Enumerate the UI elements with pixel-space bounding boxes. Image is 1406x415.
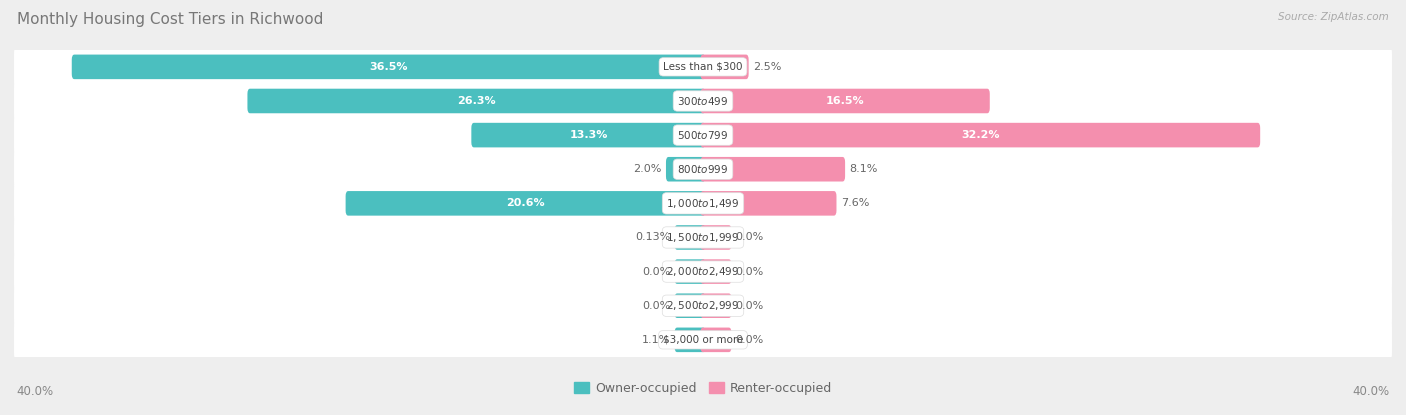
- FancyBboxPatch shape: [700, 327, 731, 352]
- FancyBboxPatch shape: [700, 259, 731, 284]
- Text: 8.1%: 8.1%: [849, 164, 877, 174]
- Text: 0.13%: 0.13%: [636, 232, 671, 242]
- Text: 40.0%: 40.0%: [17, 386, 53, 398]
- Text: 36.5%: 36.5%: [370, 62, 408, 72]
- Text: 40.0%: 40.0%: [1353, 386, 1389, 398]
- FancyBboxPatch shape: [247, 89, 706, 113]
- Text: $800 to $999: $800 to $999: [678, 163, 728, 175]
- FancyBboxPatch shape: [675, 293, 706, 318]
- FancyBboxPatch shape: [72, 55, 706, 79]
- FancyBboxPatch shape: [14, 282, 1392, 329]
- FancyBboxPatch shape: [14, 112, 1392, 159]
- Text: 0.0%: 0.0%: [735, 232, 763, 242]
- FancyBboxPatch shape: [700, 123, 1260, 147]
- Text: $500 to $799: $500 to $799: [678, 129, 728, 141]
- Text: Monthly Housing Cost Tiers in Richwood: Monthly Housing Cost Tiers in Richwood: [17, 12, 323, 27]
- FancyBboxPatch shape: [14, 43, 1392, 90]
- FancyBboxPatch shape: [346, 191, 706, 216]
- FancyBboxPatch shape: [471, 123, 706, 147]
- Text: $1,000 to $1,499: $1,000 to $1,499: [666, 197, 740, 210]
- Text: 2.0%: 2.0%: [633, 164, 662, 174]
- FancyBboxPatch shape: [14, 146, 1392, 193]
- Text: 13.3%: 13.3%: [569, 130, 607, 140]
- FancyBboxPatch shape: [14, 180, 1392, 227]
- Text: 7.6%: 7.6%: [841, 198, 869, 208]
- FancyBboxPatch shape: [675, 225, 706, 250]
- Text: 16.5%: 16.5%: [825, 96, 865, 106]
- Text: $1,500 to $1,999: $1,500 to $1,999: [666, 231, 740, 244]
- Text: $300 to $499: $300 to $499: [678, 95, 728, 107]
- Legend: Owner-occupied, Renter-occupied: Owner-occupied, Renter-occupied: [568, 377, 838, 400]
- Text: 0.0%: 0.0%: [735, 335, 763, 345]
- FancyBboxPatch shape: [675, 327, 706, 352]
- Text: Source: ZipAtlas.com: Source: ZipAtlas.com: [1278, 12, 1389, 22]
- Text: $2,000 to $2,499: $2,000 to $2,499: [666, 265, 740, 278]
- Text: 0.0%: 0.0%: [735, 266, 763, 276]
- Text: 32.2%: 32.2%: [962, 130, 1000, 140]
- FancyBboxPatch shape: [675, 259, 706, 284]
- FancyBboxPatch shape: [700, 191, 837, 216]
- FancyBboxPatch shape: [700, 89, 990, 113]
- FancyBboxPatch shape: [14, 248, 1392, 295]
- Text: $2,500 to $2,999: $2,500 to $2,999: [666, 299, 740, 312]
- FancyBboxPatch shape: [700, 157, 845, 181]
- Text: 26.3%: 26.3%: [457, 96, 496, 106]
- Text: 0.0%: 0.0%: [735, 301, 763, 311]
- FancyBboxPatch shape: [700, 225, 731, 250]
- FancyBboxPatch shape: [700, 293, 731, 318]
- Text: 0.0%: 0.0%: [643, 301, 671, 311]
- Text: 20.6%: 20.6%: [506, 198, 546, 208]
- FancyBboxPatch shape: [14, 78, 1392, 124]
- FancyBboxPatch shape: [14, 214, 1392, 261]
- Text: 2.5%: 2.5%: [754, 62, 782, 72]
- Text: 1.1%: 1.1%: [643, 335, 671, 345]
- FancyBboxPatch shape: [666, 157, 706, 181]
- Text: 0.0%: 0.0%: [643, 266, 671, 276]
- Text: Less than $300: Less than $300: [664, 62, 742, 72]
- Text: $3,000 or more: $3,000 or more: [662, 335, 744, 345]
- FancyBboxPatch shape: [14, 316, 1392, 364]
- FancyBboxPatch shape: [700, 55, 748, 79]
